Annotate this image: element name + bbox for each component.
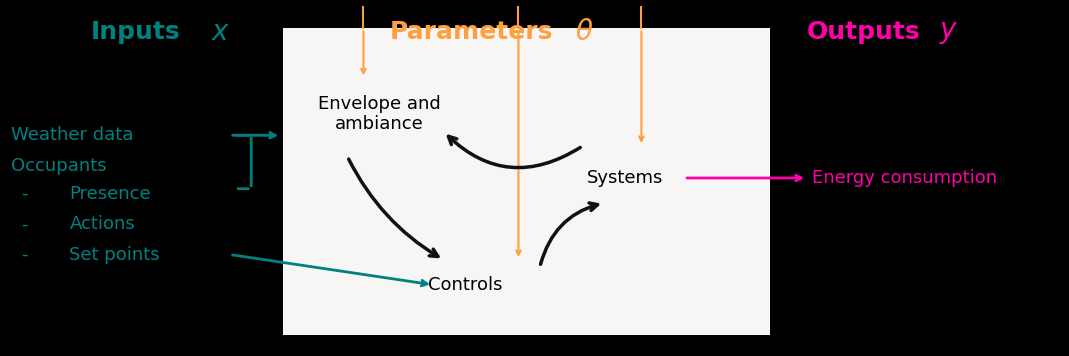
Bar — [283, 28, 770, 335]
Text: Systems: Systems — [587, 169, 664, 187]
Text: Energy consumption: Energy consumption — [812, 169, 997, 187]
Text: -: - — [21, 215, 28, 233]
Text: Inputs: Inputs — [91, 20, 181, 44]
Text: Actions: Actions — [69, 215, 136, 233]
Text: Outputs: Outputs — [807, 20, 920, 44]
Text: Presence: Presence — [69, 185, 151, 203]
Text: -: - — [21, 185, 28, 203]
Text: Parameters: Parameters — [390, 20, 554, 44]
Text: -: - — [21, 246, 28, 263]
Text: Envelope and
ambiance: Envelope and ambiance — [319, 95, 440, 133]
Text: Controls: Controls — [428, 276, 502, 294]
Text: $\it{y}$: $\it{y}$ — [939, 18, 958, 46]
Text: $\it{\theta}$: $\it{\theta}$ — [575, 18, 593, 46]
Text: Occupants: Occupants — [11, 157, 106, 174]
Text: $\it{x}$: $\it{x}$ — [211, 18, 230, 46]
Text: Set points: Set points — [69, 246, 160, 263]
Text: Weather data: Weather data — [11, 126, 133, 144]
